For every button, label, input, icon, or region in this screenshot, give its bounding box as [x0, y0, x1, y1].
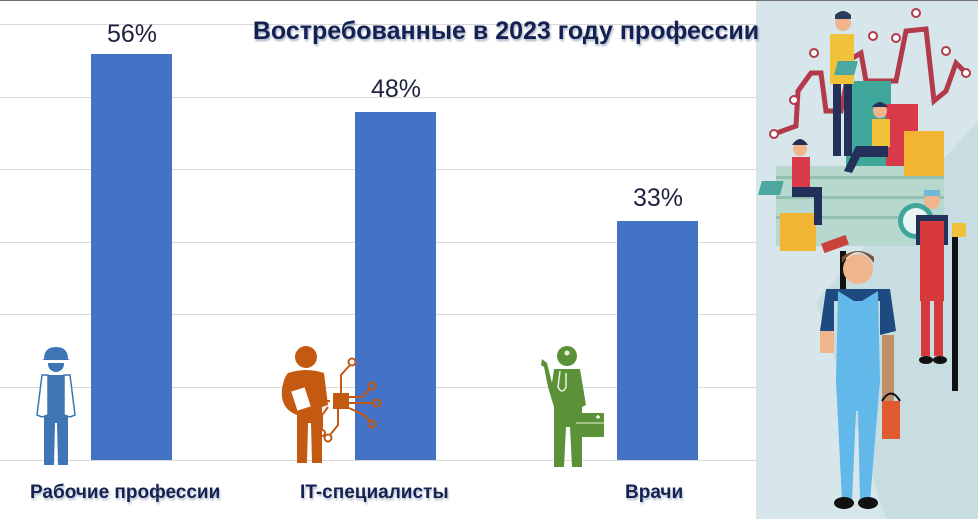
value-label-workers: 56% [106, 20, 158, 48]
value-label-it: 48% [370, 75, 422, 103]
doctor-icon [541, 346, 604, 467]
value-label-doctors: 33% [632, 184, 684, 212]
category-label-it: IT-специалисты [300, 482, 449, 503]
x-axis-line [0, 460, 756, 461]
illustration-art [758, 8, 978, 519]
it-specialist-icon [281, 346, 382, 463]
bar-workers [91, 54, 172, 460]
chart-title: Востребованные в 2023 году профессии [252, 17, 760, 45]
category-label-workers: Рабочие профессии [30, 482, 221, 503]
bar-chart: 56% 48% 33% Востребованные в 2023 году п… [0, 17, 759, 503]
bar-doctors [617, 221, 698, 460]
gridline [0, 24, 756, 25]
people-with-charts-illustration [756, 1, 978, 519]
construction-worker-icon [36, 347, 76, 465]
category-label-doctors: Врачи [625, 482, 684, 503]
gridline [0, 97, 756, 98]
top-border [0, 0, 978, 1]
